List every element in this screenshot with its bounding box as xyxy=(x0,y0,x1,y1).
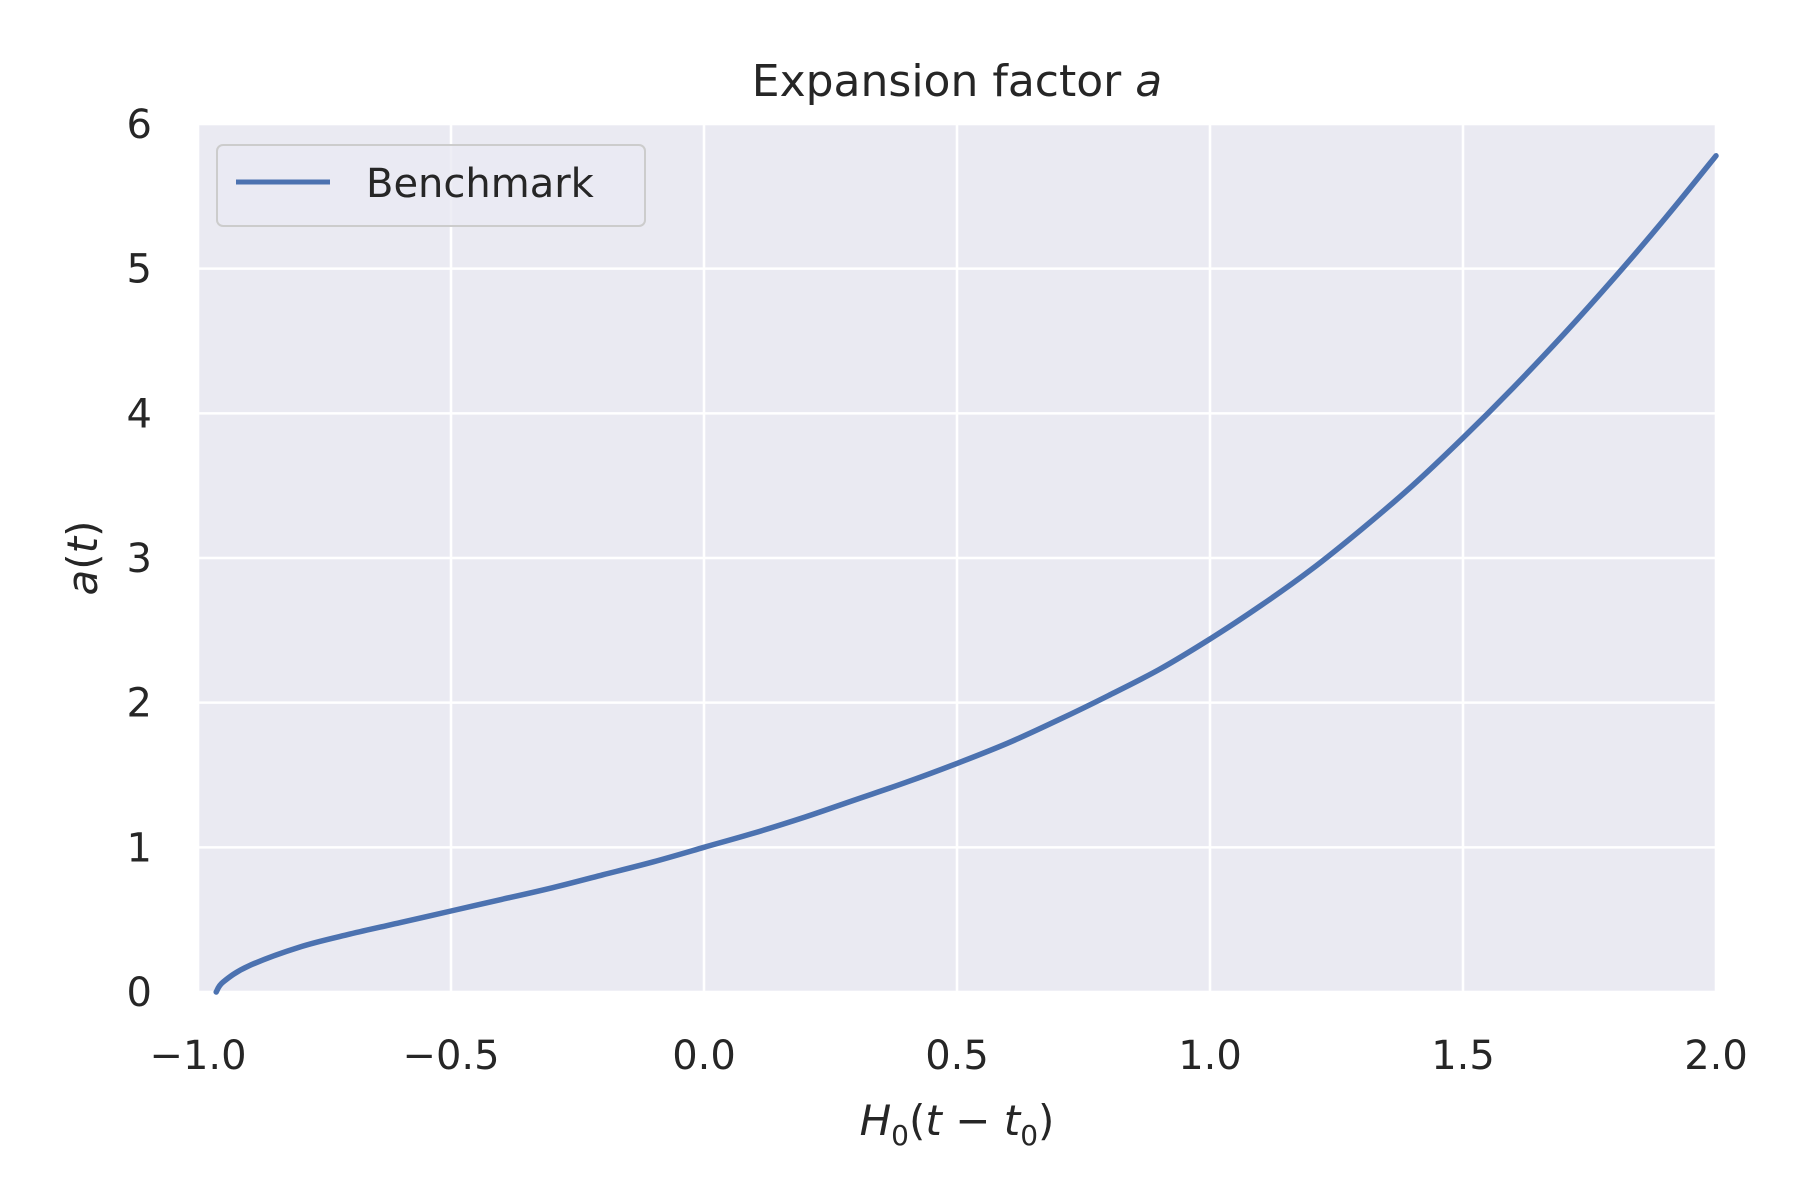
legend: Benchmark xyxy=(216,144,646,227)
y-axis-label: a(t) xyxy=(58,521,107,596)
x-tick-label: 1.5 xyxy=(1431,1033,1495,1079)
series-line-benchmark xyxy=(213,153,1719,995)
y-tick-label: 6 xyxy=(127,102,152,148)
y-tick-label: 5 xyxy=(127,247,152,293)
y-tick-labels: 0 1 2 3 4 5 6 xyxy=(127,102,152,1016)
y-tick-label: 4 xyxy=(127,391,152,437)
y-tick-label: 2 xyxy=(127,681,152,727)
y-tick-label: 3 xyxy=(127,536,152,582)
x-tick-label: 0.0 xyxy=(672,1033,736,1079)
series-layer xyxy=(213,153,1719,995)
x-tick-label: 1.0 xyxy=(1178,1033,1242,1079)
chart-title: Expansion factor a xyxy=(752,56,1162,107)
x-axis-label: H0(t − t0) xyxy=(860,1096,1055,1152)
x-tick-label: −1.0 xyxy=(149,1033,246,1079)
x-tick-label: −0.5 xyxy=(402,1033,499,1079)
grid-lines xyxy=(196,122,1718,994)
x-tick-labels: −1.0 −0.5 0.0 0.5 1.0 1.5 2.0 xyxy=(149,1033,1747,1079)
x-tick-label: 2.0 xyxy=(1684,1033,1748,1079)
y-tick-label: 1 xyxy=(127,825,152,871)
x-tick-label: 0.5 xyxy=(925,1033,989,1079)
y-tick-label: 0 xyxy=(127,970,152,1016)
legend-label: Benchmark xyxy=(366,161,595,207)
legend-box xyxy=(216,144,646,227)
